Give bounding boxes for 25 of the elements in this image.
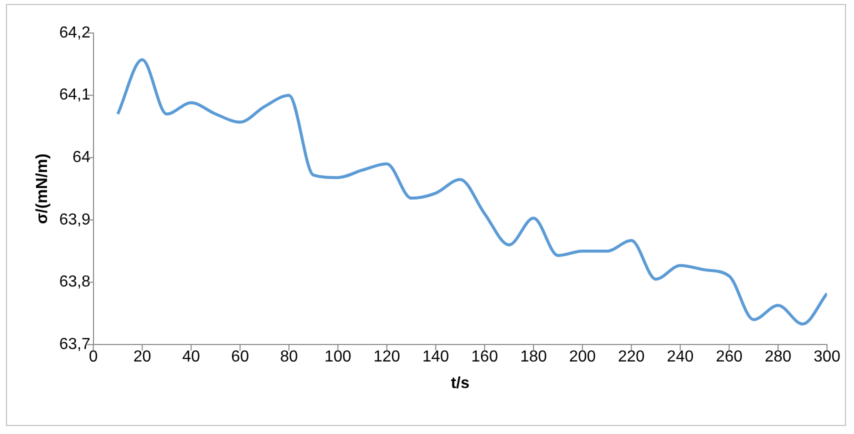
x-tick-label: 220 <box>618 348 645 366</box>
x-tick-label: 120 <box>373 348 400 366</box>
x-tick-label: 240 <box>666 348 694 366</box>
x-tick-label: 200 <box>569 348 596 366</box>
x-tick-label: 80 <box>280 348 298 366</box>
y-axis-title: σ/(mN/m) <box>34 154 52 224</box>
x-tick-label: 40 <box>182 348 200 366</box>
line-series <box>116 58 827 326</box>
y-tick-label: 63,7 <box>59 336 90 354</box>
y-tick-label: 64 <box>72 149 90 166</box>
x-tick-label: 160 <box>471 348 498 366</box>
x-tick-label: 300 <box>814 348 840 366</box>
x-tick-label: 280 <box>764 348 792 366</box>
x-tick-label: 260 <box>716 348 743 366</box>
y-tick-label: 64,1 <box>59 86 90 104</box>
x-tick-label: 140 <box>422 348 450 366</box>
x-axis-title: t/s <box>450 374 470 392</box>
x-tick-label: 60 <box>231 348 250 366</box>
y-tick-label: 63,8 <box>59 274 90 291</box>
x-tick-label: 0 <box>88 348 98 366</box>
y-tick-label: 64,2 <box>59 24 90 42</box>
x-tick-label: 20 <box>133 348 152 366</box>
x-tick-label: 180 <box>520 348 547 366</box>
x-tick-label: 100 <box>324 348 352 366</box>
y-tick-label: 63,9 <box>59 211 90 228</box>
